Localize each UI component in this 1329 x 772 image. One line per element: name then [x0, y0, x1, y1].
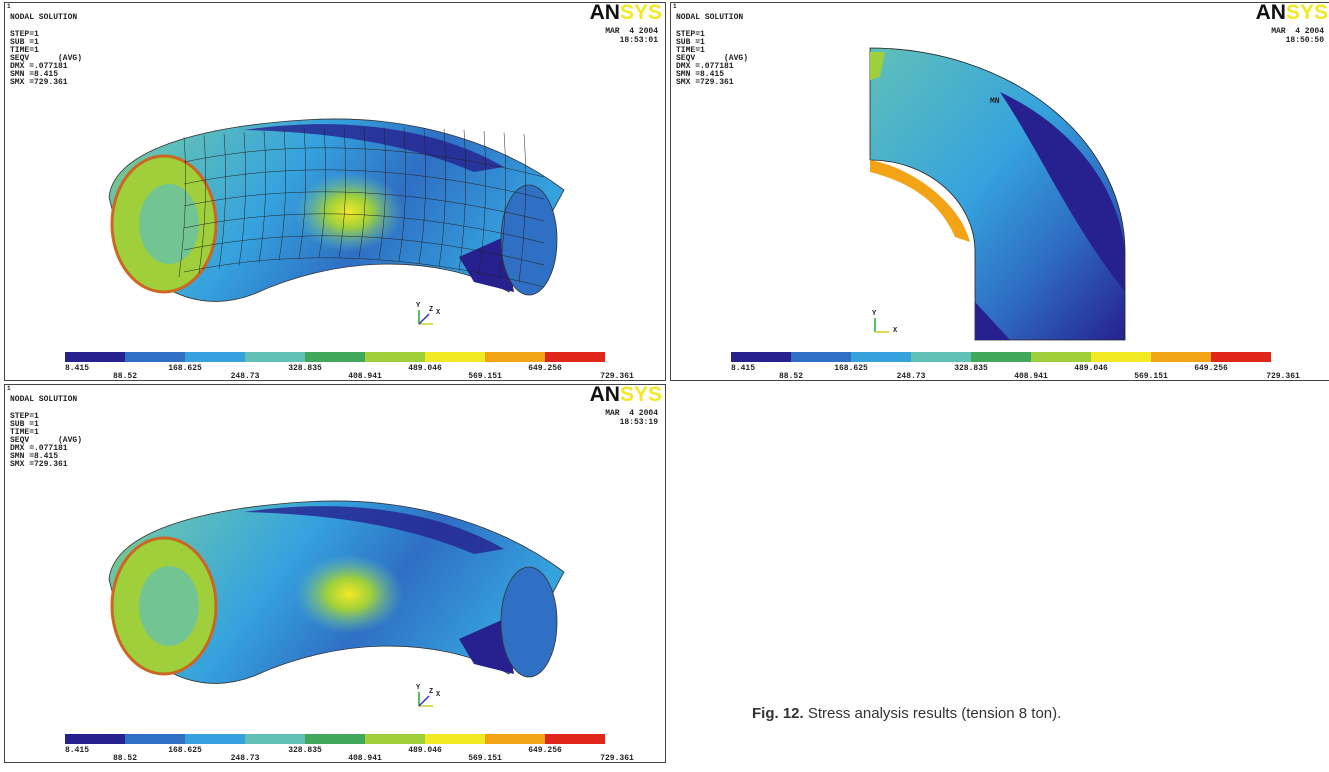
triad-label: Z [429, 688, 433, 696]
legend-label: 328.835 [954, 364, 988, 373]
legend-label: 328.835 [288, 364, 322, 373]
legend-swatch [1151, 352, 1211, 362]
logo: ANSYS [590, 1, 662, 24]
pipe-end-right [501, 567, 557, 677]
legend-swatch [485, 734, 545, 744]
window-number: 1 [673, 3, 677, 10]
legend-label: 649.256 [1194, 364, 1228, 373]
legend-swatch [851, 352, 911, 362]
pipe-end-inner [139, 184, 199, 264]
caption-label: Fig. 12. [752, 705, 804, 722]
legend-label: 168.625 [168, 746, 202, 755]
legend-swatch [911, 352, 971, 362]
logo-dark: AN [590, 383, 620, 406]
legend-label: 649.256 [528, 364, 562, 373]
legend-label: 408.941 [1014, 372, 1048, 381]
legend-label: 729.361 [1266, 372, 1300, 381]
hot-spot [294, 554, 404, 634]
triad-label: Z [429, 306, 433, 314]
pipe-end-inner [139, 566, 199, 646]
legend-swatch [1211, 352, 1271, 362]
result-title: NODAL SOLUTION [10, 395, 77, 404]
result-info: SMX =729.361 [10, 460, 68, 469]
legend-label: 8.415 [731, 364, 755, 373]
legend-swatch [485, 352, 545, 362]
date: MAR 4 2004 [605, 27, 658, 36]
legend-swatch [185, 352, 245, 362]
legend-label: 569.151 [1134, 372, 1168, 381]
window-number: 1 [7, 3, 11, 10]
caption-text: Stress analysis results (tension 8 ton). [808, 705, 1061, 722]
result-info: SMX =729.361 [676, 78, 734, 87]
logo-dark: AN [590, 1, 620, 24]
legend-label: 88.52 [113, 372, 137, 381]
pipe-end-right [501, 185, 557, 295]
legend-label: 328.835 [288, 746, 322, 755]
logo: ANSYS [1256, 1, 1328, 24]
legend-label: 248.73 [231, 372, 260, 381]
legend-swatch [425, 352, 485, 362]
legend-swatch [425, 734, 485, 744]
legend-label: 569.151 [468, 372, 502, 381]
logo: ANSYS [590, 383, 662, 406]
legend-swatch [245, 352, 305, 362]
legend-swatch [731, 352, 791, 362]
legend-label: 489.046 [1074, 364, 1108, 373]
legend-label: 88.52 [113, 754, 137, 763]
legend-swatch [791, 352, 851, 362]
caption: Fig. 12. Stress analysis results (tensio… [752, 705, 1061, 722]
window-number: 1 [7, 385, 11, 392]
legend-swatch [1031, 352, 1091, 362]
legend-label: 729.361 [600, 372, 634, 381]
legend-label: 8.415 [65, 364, 89, 373]
legend-swatch [545, 734, 605, 744]
legend-label: 248.73 [897, 372, 926, 381]
legend-label: 489.046 [408, 746, 442, 755]
legend-swatch [971, 352, 1031, 362]
legend-label: 8.415 [65, 746, 89, 755]
logo-light: SYS [620, 1, 662, 24]
legend-label: 88.52 [779, 372, 803, 381]
legend-swatch [365, 734, 425, 744]
legend-swatch [245, 734, 305, 744]
legend-swatch [365, 352, 425, 362]
legend-label: 408.941 [348, 754, 382, 763]
legend-label: 569.151 [468, 754, 502, 763]
legend-swatch [185, 734, 245, 744]
page: 1NODAL SOLUTIONSTEP=1SUB =1TIME=1SEQV (A… [0, 0, 1329, 767]
figure: 1NODAL SOLUTIONSTEP=1SUB =1TIME=1SEQV (A… [0, 0, 1329, 767]
time: 18:53:19 [620, 418, 659, 427]
legend-label: 168.625 [168, 364, 202, 373]
legend-swatch [65, 734, 125, 744]
logo-dark: AN [1256, 1, 1286, 24]
legend-label: 729.361 [600, 754, 634, 763]
result-title: NODAL SOLUTION [676, 13, 743, 22]
result-info: SMX =729.361 [10, 78, 68, 87]
annotation: MN [990, 97, 1000, 106]
logo-light: SYS [1286, 1, 1328, 24]
hot-spot [294, 172, 404, 252]
legend-swatch [1091, 352, 1151, 362]
legend-label: 248.73 [231, 754, 260, 763]
legend-label: 489.046 [408, 364, 442, 373]
legend-label: 649.256 [528, 746, 562, 755]
legend-label: 408.941 [348, 372, 382, 381]
legend-swatch [545, 352, 605, 362]
legend-swatch [125, 352, 185, 362]
legend-swatch [125, 734, 185, 744]
logo-light: SYS [620, 383, 662, 406]
date: MAR 4 2004 [1271, 27, 1324, 36]
legend-label: 168.625 [834, 364, 868, 373]
date: MAR 4 2004 [605, 409, 658, 418]
legend-swatch [65, 352, 125, 362]
result-title: NODAL SOLUTION [10, 13, 77, 22]
time: 18:50:50 [1286, 36, 1325, 45]
legend-swatch [305, 352, 365, 362]
legend-swatch [305, 734, 365, 744]
time: 18:53:01 [620, 36, 659, 45]
